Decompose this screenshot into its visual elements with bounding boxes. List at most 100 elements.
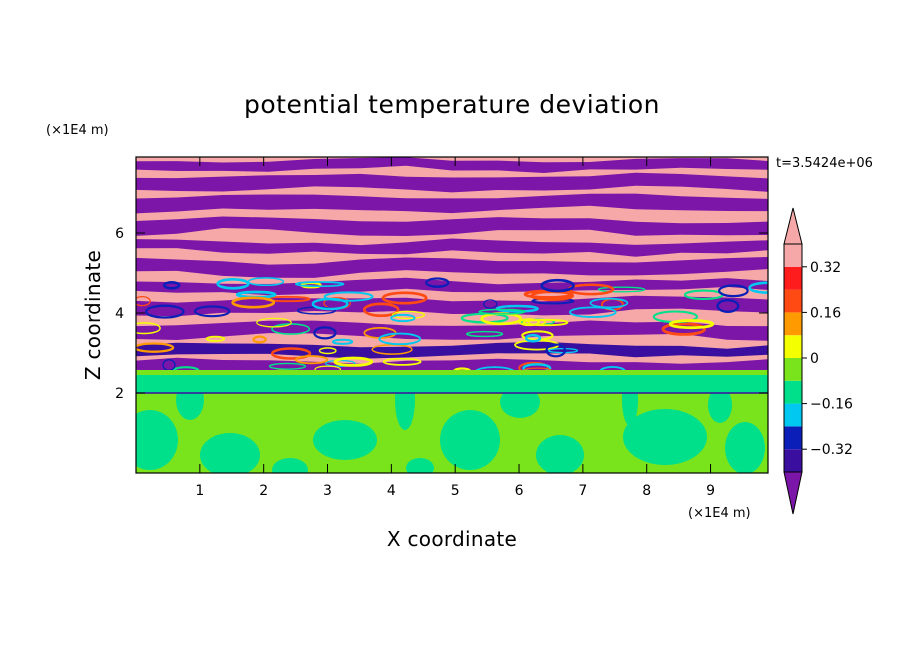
stable-band xyxy=(136,370,768,393)
convective-cell xyxy=(440,410,500,470)
convective-cell xyxy=(536,435,584,473)
mixing-blob xyxy=(136,295,151,307)
mixing-blob xyxy=(589,297,629,309)
mixing-blob xyxy=(668,319,715,330)
x-tick-label: 3 xyxy=(323,483,332,499)
mixing-blob xyxy=(136,322,161,335)
colorbar-tick-label: −0.32 xyxy=(810,442,853,458)
stable-band-top xyxy=(136,370,768,375)
purple-band xyxy=(136,193,768,214)
purple-band xyxy=(136,216,768,236)
convective-cell xyxy=(200,433,260,473)
mixing-blob xyxy=(231,296,276,309)
mixing-blob xyxy=(483,299,498,309)
mixing-blob xyxy=(136,342,175,353)
mixing-blob xyxy=(568,306,617,318)
colorbar-segment xyxy=(784,335,802,358)
convective-cell xyxy=(725,422,765,473)
purple-band xyxy=(136,256,768,278)
purple-band xyxy=(136,277,768,296)
mixing-blob xyxy=(478,308,526,315)
mixing-blob xyxy=(527,318,546,326)
x-tick-label: 1 xyxy=(195,483,204,499)
mixing-blob xyxy=(390,313,416,323)
mixing-blob xyxy=(495,304,539,313)
time-label: t=3.5424e+06 xyxy=(776,156,873,171)
plume xyxy=(395,393,415,430)
x-tick-label: 7 xyxy=(578,483,587,499)
colorbar-segment xyxy=(784,403,802,427)
mixing-blob xyxy=(318,347,337,355)
x-tick-label: 8 xyxy=(642,483,651,499)
field-area xyxy=(136,157,768,473)
mixing-blob xyxy=(362,302,400,318)
x-unit-label: (×1E4 m) xyxy=(688,506,751,521)
colorbar-tick-label: 0 xyxy=(810,351,819,367)
mixing-blob xyxy=(392,310,426,320)
mixing-blob xyxy=(381,291,428,305)
mixing-blob xyxy=(294,355,329,365)
mixing-blob xyxy=(294,281,345,288)
plot-frame xyxy=(135,156,769,474)
mixing-blob xyxy=(332,338,354,345)
colorbar-segment xyxy=(784,266,802,290)
colorbar-segment xyxy=(784,449,802,472)
y-unit-label: (×1E4 m) xyxy=(46,123,109,138)
colorbar-segment xyxy=(784,426,802,450)
colorbar-tick-label: −0.16 xyxy=(810,397,853,413)
colorbar-segment xyxy=(784,244,802,267)
mixing-blob xyxy=(524,333,542,343)
colorbar-segment xyxy=(784,380,802,404)
mixing-blob xyxy=(216,277,250,290)
mixing-blob xyxy=(597,286,646,293)
convective-cell xyxy=(136,410,178,470)
y-tick-label: 6 xyxy=(115,226,124,242)
transition-blobs xyxy=(136,277,768,379)
colorbar-extend-low xyxy=(783,471,803,515)
x-tick-label: 2 xyxy=(259,483,268,499)
convective-cell xyxy=(313,420,377,460)
mixing-blob xyxy=(716,299,740,313)
mixing-blob xyxy=(333,356,374,367)
mixing-blob xyxy=(522,318,569,327)
x-axis-label: X coordinate xyxy=(387,527,517,551)
mixing-blob xyxy=(268,362,307,370)
mixing-blob xyxy=(205,335,226,342)
x-tick-label: 4 xyxy=(387,483,396,499)
chart-title: potential temperature deviation xyxy=(244,90,660,119)
y-tick-label: 4 xyxy=(115,306,124,322)
mixing-blob xyxy=(163,280,181,290)
mixing-blob xyxy=(548,347,579,354)
mixing-blob xyxy=(545,343,567,358)
mixing-blob xyxy=(718,284,749,298)
colorbar: −0.32 −0.16 0 0.16 0.32 xyxy=(783,207,853,515)
mixing-blob xyxy=(382,357,422,366)
convective-cell xyxy=(272,458,308,473)
convective-cell xyxy=(623,409,707,465)
x-tick-label: 6 xyxy=(515,483,524,499)
mixing-blob xyxy=(425,277,450,288)
plume xyxy=(500,393,540,418)
plume xyxy=(176,393,204,420)
purple-band xyxy=(136,172,768,193)
purple-band xyxy=(136,341,768,359)
mixing-blob xyxy=(270,347,312,360)
x-tick-label: 5 xyxy=(451,483,460,499)
colorbar-tick-label: 0.16 xyxy=(810,305,841,321)
mixing-blob xyxy=(465,330,504,338)
mixing-blob xyxy=(748,281,768,294)
x-axis: 1 2 3 4 5 6 7 8 9 xyxy=(195,157,715,499)
convective-cell xyxy=(406,458,434,473)
plume xyxy=(622,393,638,426)
colorbar-segment xyxy=(784,358,802,381)
colorbar-extend-high xyxy=(783,207,803,245)
mixing-blob xyxy=(256,317,292,328)
y-tick-label: 2 xyxy=(115,386,124,402)
plume xyxy=(708,393,732,423)
mixing-blob xyxy=(193,305,231,318)
purple-band xyxy=(136,157,768,173)
mixing-blob xyxy=(313,326,337,340)
purple-band xyxy=(136,238,768,257)
